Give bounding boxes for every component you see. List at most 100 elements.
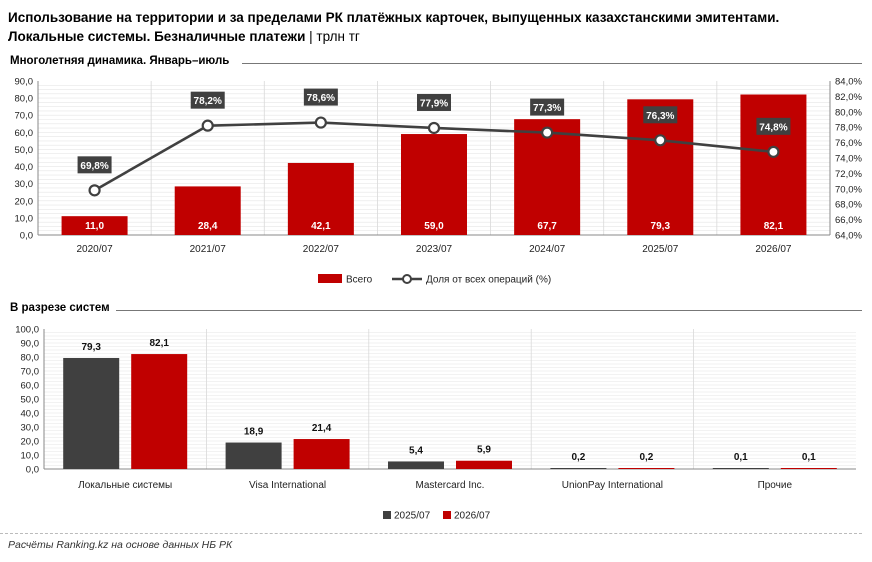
x-tick-label-2: Mastercard Inc. xyxy=(416,480,485,491)
y-right-tick-label: 70,0% xyxy=(835,184,862,195)
bar-total-label: 28,4 xyxy=(198,221,218,232)
bar-2025 xyxy=(712,468,769,469)
y-right-tick-label: 80,0% xyxy=(835,107,862,118)
bar-2026-label: 0,1 xyxy=(802,452,816,463)
share-label-box xyxy=(190,91,225,109)
share-label: 77,9% xyxy=(420,98,448,109)
y-right-tick-label: 74,0% xyxy=(835,154,862,165)
share-point xyxy=(88,184,101,197)
y-tick-label-2: 30,0 xyxy=(21,423,40,434)
y-tick-label-2: 10,0 xyxy=(21,451,40,462)
source-divider xyxy=(0,533,862,534)
share-label-box xyxy=(77,156,112,174)
section-title-dynamics: Многолетняя динамика. Январь–июль xyxy=(10,55,230,67)
share-label: 77,3% xyxy=(533,103,561,114)
bar-total-label: 67,7 xyxy=(537,221,557,232)
title-subject: Локальные системы. Безналичные платежи xyxy=(8,29,306,44)
bar-total xyxy=(287,162,354,235)
legend-label-total: Всего xyxy=(346,275,373,286)
share-label: 78,2% xyxy=(194,96,222,107)
bar-total xyxy=(61,216,128,235)
y-left-tick-label: 0,0 xyxy=(20,231,33,242)
y-tick-label-2: 90,0 xyxy=(21,339,40,350)
legend-label-share: Доля от всех операций (%) xyxy=(426,275,551,286)
share-label-box xyxy=(303,88,338,106)
y-tick-label-2: 60,0 xyxy=(21,381,40,392)
y-tick-label-2: 40,0 xyxy=(21,409,40,420)
y-right-tick-label: 64,0% xyxy=(835,231,862,242)
y-left-tick-label: 30,0 xyxy=(15,179,34,190)
x-tick-label-2: Visa International xyxy=(249,480,326,491)
share-point xyxy=(201,119,214,132)
share-point xyxy=(541,126,554,139)
legend-swatch-2025 xyxy=(383,511,391,519)
y-right-tick-label: 68,0% xyxy=(835,200,862,211)
bar-2025 xyxy=(550,468,607,469)
bar-2025 xyxy=(225,442,282,469)
chart-title: Использование на территории и за предела… xyxy=(8,8,779,46)
share-label: 76,3% xyxy=(646,111,674,122)
bar-2025-label: 5,4 xyxy=(409,445,423,456)
legend-marker-share xyxy=(402,274,412,284)
y-left-tick-label: 50,0 xyxy=(15,145,34,156)
y-left-tick-label: 40,0 xyxy=(15,162,34,173)
bar-2026 xyxy=(456,460,512,469)
y-left-tick-label: 70,0 xyxy=(15,111,34,122)
y-right-tick-label: 66,0% xyxy=(835,215,862,226)
y-tick-label-2: 100,0 xyxy=(15,325,39,336)
bar-total-label: 59,0 xyxy=(424,221,444,232)
legend-swatch-total xyxy=(318,274,342,283)
y-tick-label-2: 20,0 xyxy=(21,437,40,448)
bar-2025-label: 0,1 xyxy=(734,452,748,463)
source-note: Расчёты Ranking.kz на основе данных НБ Р… xyxy=(8,539,233,551)
bar-total xyxy=(740,94,807,235)
share-point xyxy=(767,145,780,158)
share-label-box xyxy=(530,98,565,116)
x-tick-label-2: Прочие xyxy=(758,480,793,491)
y-right-tick-label: 78,0% xyxy=(835,123,862,134)
y-right-tick-label: 76,0% xyxy=(835,138,862,149)
bar-2026 xyxy=(131,354,188,469)
share-point xyxy=(654,134,667,147)
x-tick-label: 2023/07 xyxy=(416,244,453,255)
share-label: 69,8% xyxy=(80,161,108,172)
x-tick-label: 2025/07 xyxy=(642,244,679,255)
bar-2026-label: 0,2 xyxy=(639,452,653,463)
title-unit: трлн тг xyxy=(316,29,360,44)
bar-2026 xyxy=(780,468,837,469)
bar-2026-label: 5,9 xyxy=(477,445,491,456)
bar-2025 xyxy=(388,461,444,469)
bar-total xyxy=(401,134,467,235)
y-tick-label-2: 80,0 xyxy=(21,353,40,364)
x-tick-label: 2022/07 xyxy=(303,244,340,255)
y-left-tick-label: 60,0 xyxy=(15,128,34,139)
bar-2025-label: 79,3 xyxy=(81,342,101,353)
y-right-tick-label: 82,0% xyxy=(835,92,862,103)
title-line-1: Использование на территории и за предела… xyxy=(8,10,780,25)
section-rule-dynamics xyxy=(242,63,862,64)
title-line-2: Локальные системы. Безналичные платежи |… xyxy=(8,29,360,44)
x-tick-label: 2021/07 xyxy=(190,244,227,255)
share-label-box xyxy=(417,93,451,111)
y-left-tick-label: 10,0 xyxy=(15,213,34,224)
bar-2025-label: 0,2 xyxy=(571,452,585,463)
bar-2025 xyxy=(63,357,120,469)
share-point xyxy=(427,121,441,135)
x-tick-label: 2026/07 xyxy=(755,244,792,255)
bar-total-label: 42,1 xyxy=(311,221,331,232)
x-tick-label-2: Локальные системы xyxy=(78,480,172,491)
y-tick-label-2: 70,0 xyxy=(21,367,40,378)
x-tick-label: 2024/07 xyxy=(529,244,566,255)
y-left-tick-label: 90,0 xyxy=(15,77,34,88)
section-rule-systems xyxy=(116,310,862,311)
share-label-box xyxy=(756,117,791,135)
y-right-tick-label: 84,0% xyxy=(835,77,862,88)
share-label: 74,8% xyxy=(759,122,787,133)
bar-2026-label: 21,4 xyxy=(312,423,332,434)
y-right-tick-label: 72,0% xyxy=(835,169,862,180)
section-title-systems: В разрезе систем xyxy=(10,302,110,314)
bar-total-label: 11,0 xyxy=(85,221,104,232)
legend-label-2025: 2025/07 xyxy=(394,511,431,522)
bar-total-label: 79,3 xyxy=(651,221,671,232)
